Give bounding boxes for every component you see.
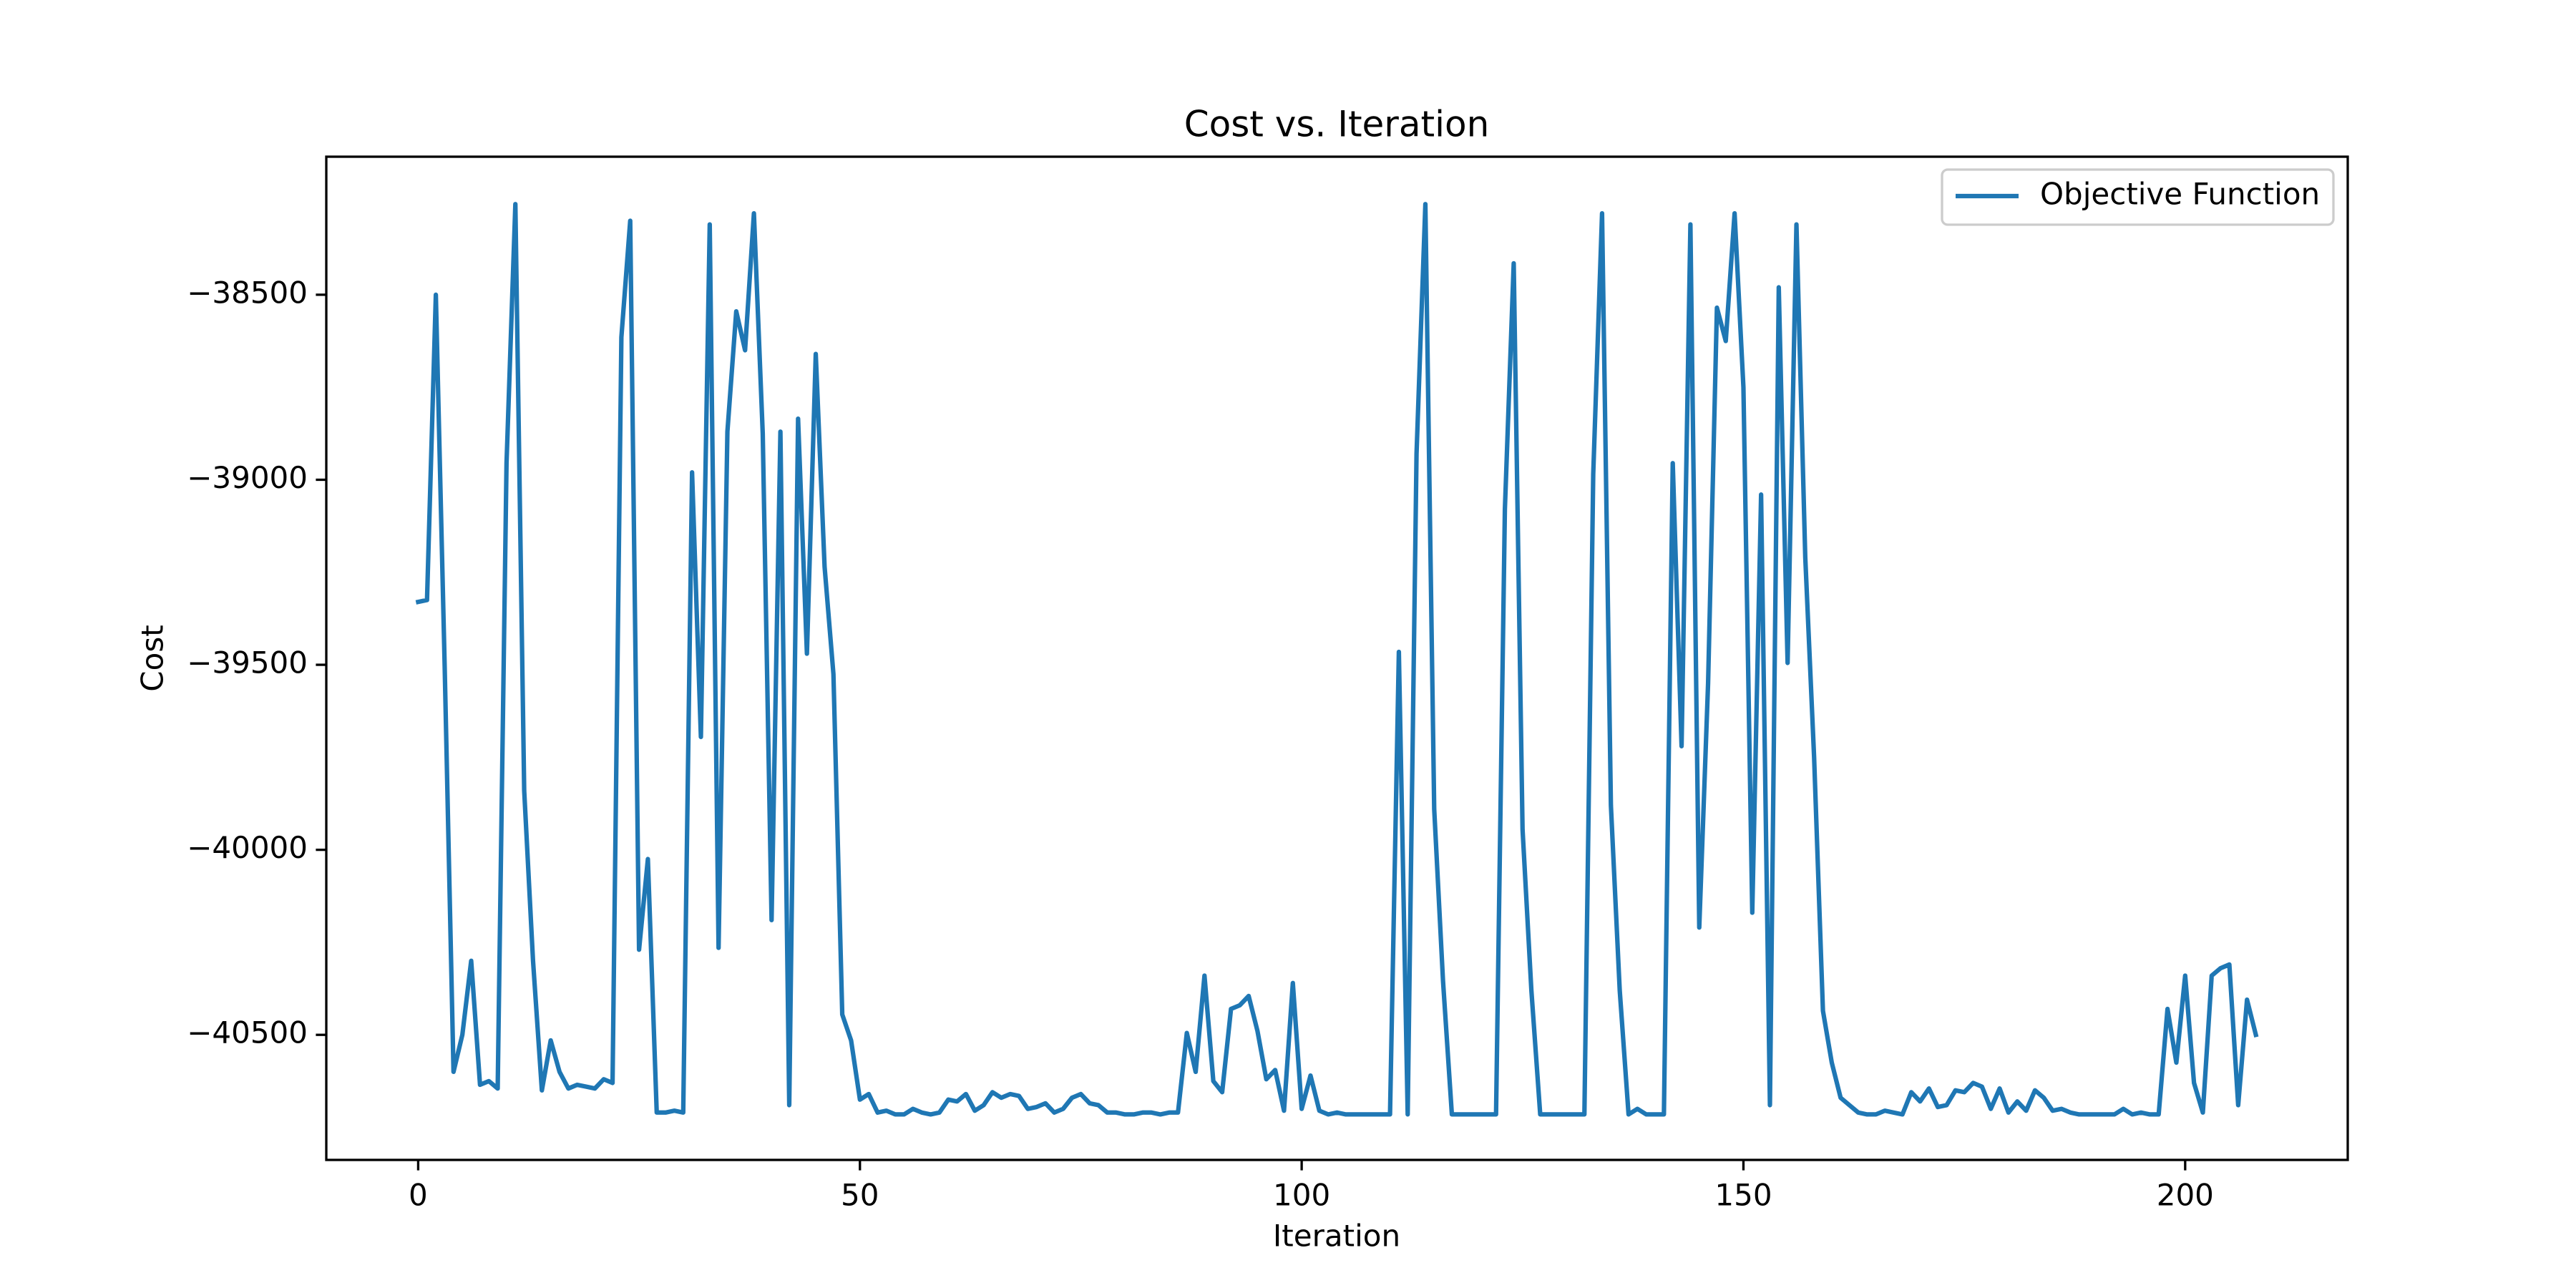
plot-frame xyxy=(325,155,2349,1161)
data-line xyxy=(415,202,2259,1117)
x-tick-label: 150 xyxy=(1714,1178,1772,1213)
y-axis-label: Cost xyxy=(135,625,170,691)
y-tick-label: −39000 xyxy=(187,460,308,495)
y-tick-label: −40500 xyxy=(187,1015,308,1050)
legend-label: Objective Function xyxy=(2040,177,2320,212)
y-tick-label: −39500 xyxy=(187,645,308,680)
x-tick-label: 0 xyxy=(409,1178,428,1213)
x-tick-label: 200 xyxy=(2157,1178,2214,1213)
x-axis-label: Iteration xyxy=(1273,1219,1400,1254)
y-tick-label: −40000 xyxy=(187,830,308,865)
x-tick-label: 50 xyxy=(841,1178,879,1213)
legend-box xyxy=(1941,168,2335,226)
y-tick-label: −38500 xyxy=(187,275,308,310)
x-tick-label: 100 xyxy=(1273,1178,1330,1213)
chart-title: Cost vs. Iteration xyxy=(1184,104,1490,145)
